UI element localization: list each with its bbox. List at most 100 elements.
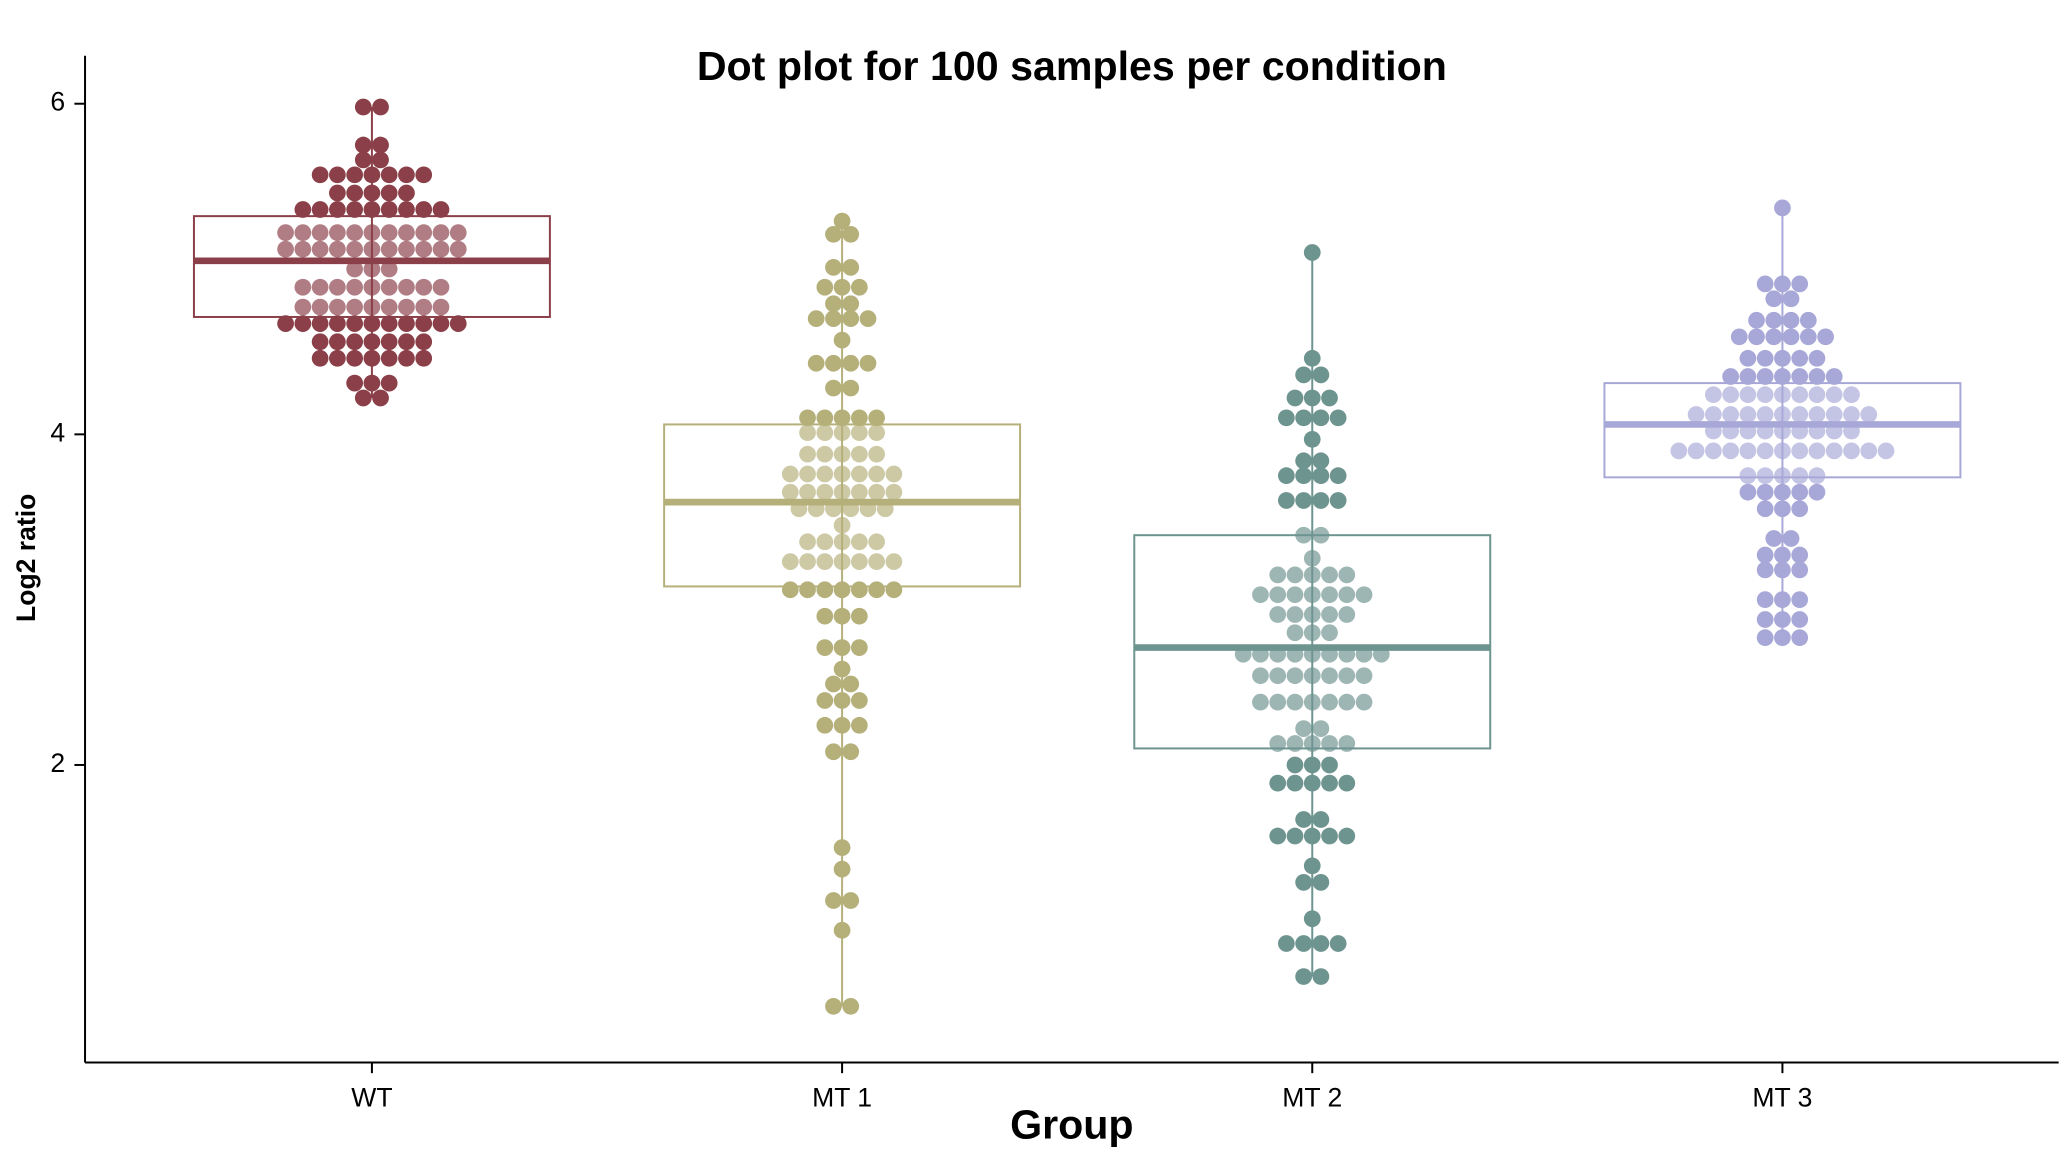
dot: [1286, 774, 1304, 792]
dot: [1791, 386, 1809, 404]
dot: [1756, 561, 1774, 579]
dot: [1355, 586, 1373, 604]
dot: [816, 424, 834, 442]
dot: [1843, 406, 1860, 423]
dot: [346, 201, 364, 218]
dot: [346, 315, 364, 332]
dot: [1286, 756, 1304, 774]
dot: [1303, 606, 1321, 623]
dot: [329, 298, 346, 316]
dot: [380, 278, 398, 296]
dot: [833, 553, 851, 571]
dot: [372, 98, 389, 116]
dot: [816, 692, 834, 709]
dot: [1321, 667, 1338, 685]
dot: [363, 224, 381, 242]
dot: [1774, 199, 1791, 217]
dot: [1295, 811, 1312, 828]
dot: [372, 136, 389, 154]
dot: [833, 445, 851, 463]
dot: [816, 553, 834, 571]
dot: [1295, 452, 1312, 470]
dot: [329, 201, 346, 218]
dot: [1791, 483, 1809, 501]
dot: [363, 260, 381, 278]
dot: [833, 278, 851, 296]
dot: [1739, 386, 1757, 404]
dot: [1774, 561, 1791, 579]
dot: [1825, 386, 1843, 404]
dot: [380, 260, 398, 278]
dot: [1286, 586, 1304, 604]
dot: [859, 354, 877, 372]
dot: [1825, 442, 1843, 460]
dot: [1286, 624, 1304, 642]
dot: [415, 224, 433, 242]
dot: [1756, 275, 1774, 293]
dot: [1303, 857, 1321, 875]
dot: [868, 483, 885, 501]
dot: [1303, 827, 1321, 845]
dot: [311, 315, 329, 332]
dot: [816, 483, 834, 501]
dot: [1739, 349, 1757, 367]
dot: [825, 354, 842, 372]
dot: [1303, 586, 1321, 604]
dot: [799, 445, 816, 463]
dot: [1286, 566, 1304, 584]
dot: [1252, 667, 1269, 685]
dot: [1303, 389, 1321, 407]
dot: [850, 607, 868, 625]
dot: [1808, 442, 1826, 460]
dot: [833, 639, 851, 656]
dot: [1295, 873, 1312, 891]
dot: [1748, 328, 1765, 346]
dot: [363, 349, 381, 367]
dot: [1739, 442, 1757, 460]
dot: [449, 224, 467, 242]
dot: [1756, 546, 1774, 564]
dot: [363, 184, 381, 202]
dot: [1355, 693, 1373, 711]
dot: [825, 675, 842, 693]
dot: [833, 409, 851, 427]
dot: [1321, 756, 1338, 774]
dot: [398, 184, 415, 202]
dot: [1774, 546, 1791, 564]
dot: [1756, 629, 1774, 647]
dot: [1321, 389, 1338, 407]
dot: [1269, 827, 1287, 845]
dot: [868, 533, 885, 551]
dot: [850, 424, 868, 442]
dot: [329, 278, 346, 296]
dot: [799, 533, 816, 551]
dot: [1303, 566, 1321, 584]
dot: [1774, 275, 1791, 293]
dot: [1704, 442, 1722, 460]
dot: [825, 892, 842, 909]
dot: [1269, 606, 1287, 623]
dot: [833, 516, 851, 534]
dot: [432, 315, 450, 332]
dot: [380, 201, 398, 218]
dot: [363, 201, 381, 218]
dot: [781, 465, 799, 483]
dot: [363, 166, 381, 184]
dot: [311, 333, 329, 351]
dot: [1808, 386, 1826, 404]
dot: [380, 333, 398, 351]
dot: [1860, 442, 1878, 460]
dot: [415, 349, 433, 367]
dot: [1286, 389, 1304, 407]
dot: [398, 240, 415, 258]
dot: [1277, 467, 1295, 485]
dot: [346, 260, 364, 278]
dot: [1704, 386, 1722, 404]
dot: [1756, 467, 1774, 485]
dot: [850, 533, 868, 551]
dot: [1312, 492, 1330, 509]
dot: [346, 224, 364, 242]
dot: [1321, 566, 1338, 584]
dot: [398, 278, 415, 296]
